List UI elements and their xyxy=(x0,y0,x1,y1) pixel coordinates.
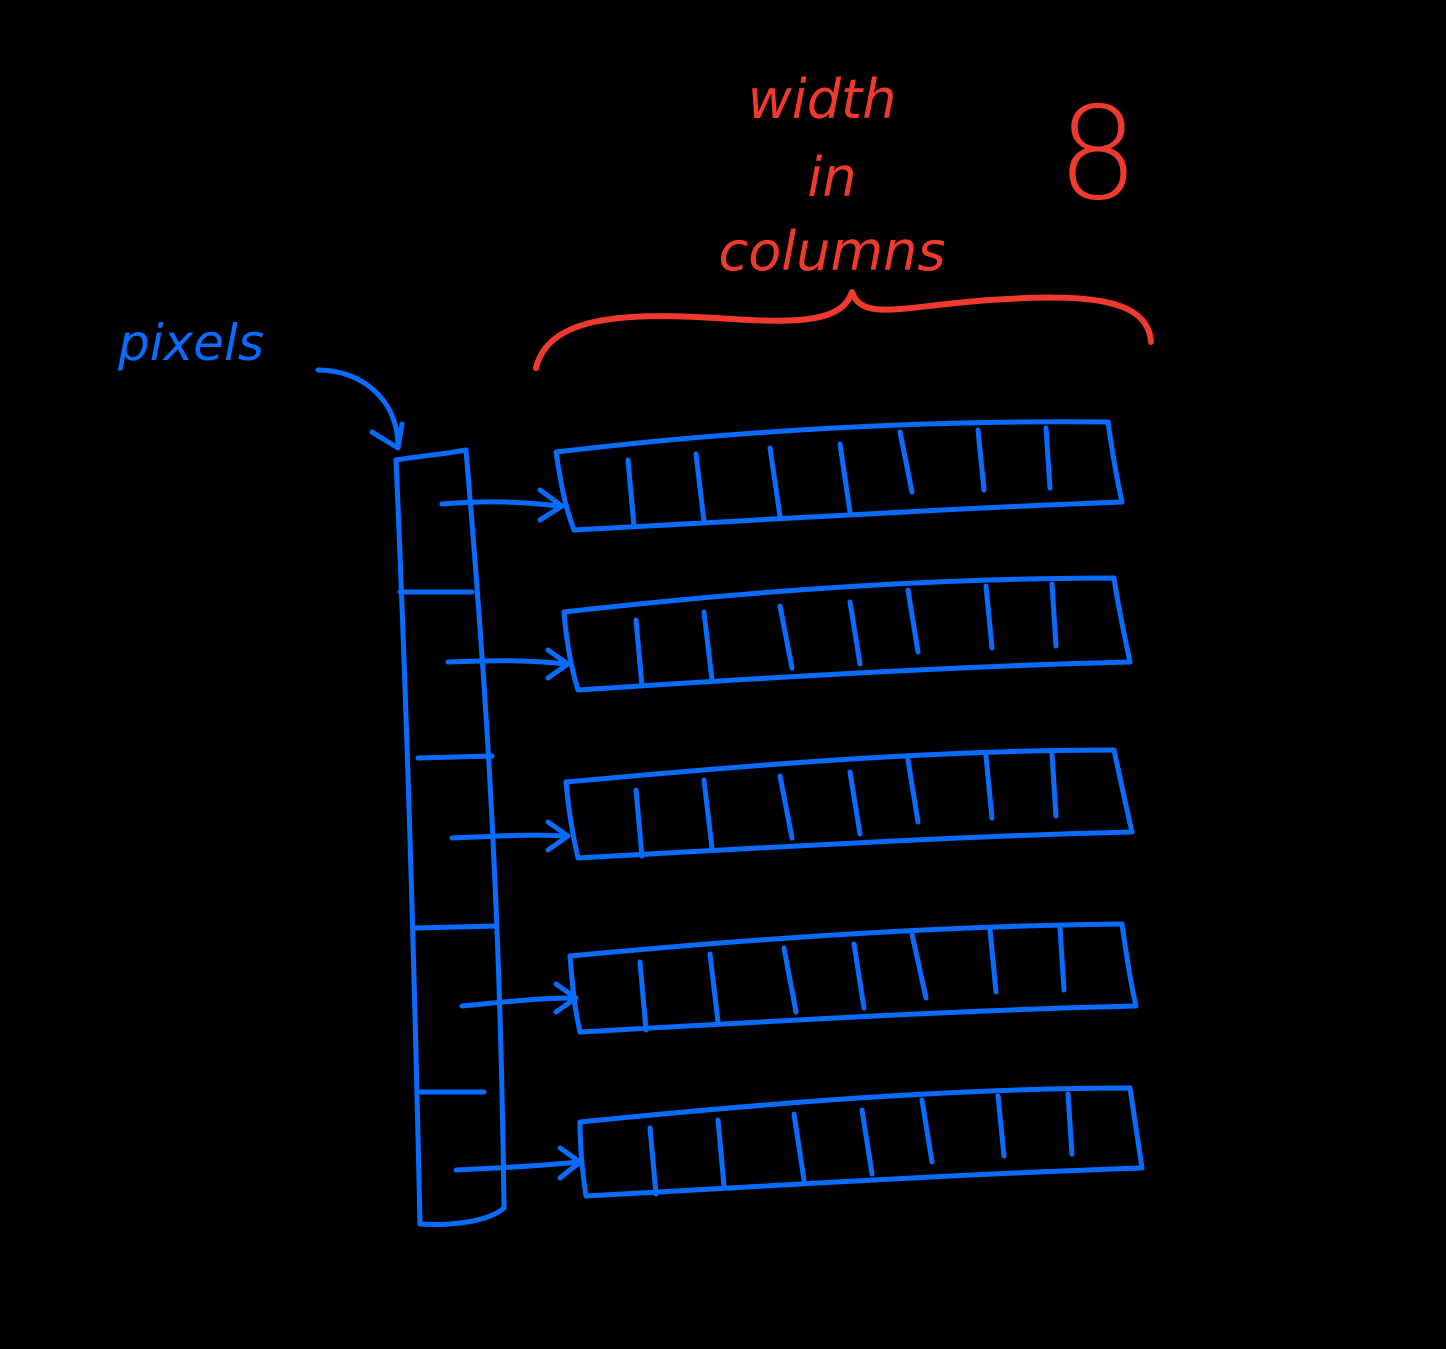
row-4 xyxy=(459,921,1139,1035)
row-3-cell-divider xyxy=(633,787,645,859)
width-brace xyxy=(533,289,1154,371)
row-1-pointer-arrowhead xyxy=(537,487,565,523)
row-2-pointer-arrow xyxy=(445,658,569,667)
row-5-pointer-arrow xyxy=(453,1159,581,1173)
row-2 xyxy=(445,575,1133,693)
row-4-cell-divider xyxy=(987,927,999,995)
row-3-cell-divider xyxy=(983,753,995,821)
row-4-cell-divider xyxy=(1057,925,1067,993)
row-4-cell-divider xyxy=(637,959,649,1033)
pixels-label: pixels xyxy=(117,314,264,372)
row-pointer-array-bottom-edge xyxy=(417,1205,507,1227)
row-5-cell-divider xyxy=(647,1125,659,1197)
row-2-cell-divider xyxy=(1049,581,1059,649)
width-annotation: width in columns 8 xyxy=(533,68,1154,371)
pixels-annotation: pixels xyxy=(117,314,405,451)
row-4-cell-divider xyxy=(851,941,867,1011)
row-3-pointer-arrowhead xyxy=(545,819,571,853)
row-5-pointer-arrowhead xyxy=(557,1145,583,1181)
width-label-line2: in xyxy=(807,146,856,209)
row-5-cell-divider xyxy=(995,1093,1007,1159)
row-2-cell-divider xyxy=(847,599,863,667)
width-value: 8 xyxy=(1057,80,1138,229)
width-label-line3: columns xyxy=(719,220,946,283)
row-2-cell-divider xyxy=(701,609,715,683)
row-3-outline xyxy=(563,747,1135,861)
row-4-outline xyxy=(567,921,1139,1035)
row-4-pointer-arrowhead xyxy=(553,981,579,1015)
row-5-cell-divider xyxy=(1065,1091,1075,1157)
row-3 xyxy=(449,747,1135,861)
row-2-pointer-arrowhead xyxy=(545,647,571,681)
row-3-cell-divider xyxy=(905,757,921,825)
row-pointer-divider xyxy=(413,923,499,931)
row-pointer-array xyxy=(393,447,507,1227)
row-2-cell-divider xyxy=(983,583,995,651)
row-1-cell-divider xyxy=(975,427,987,493)
row-5-cell-divider xyxy=(859,1107,875,1177)
row-5-outline xyxy=(577,1085,1145,1199)
row-2-cell-divider xyxy=(905,587,921,655)
row-3-cell-divider xyxy=(701,777,715,851)
row-1-outline xyxy=(553,419,1125,533)
row-3-cell-divider xyxy=(847,769,863,837)
row-pointer-array-left-edge xyxy=(393,457,423,1227)
row-2-cell-divider xyxy=(777,603,795,671)
row-1-cell-divider xyxy=(837,441,853,515)
row-pointer-divider xyxy=(415,753,495,761)
row-4-pointer-arrow xyxy=(459,995,577,1009)
width-label-line1: width xyxy=(748,68,897,131)
row-5-cell-divider xyxy=(919,1097,935,1165)
row-2-cell-divider xyxy=(633,617,645,689)
pixels-pointer-arrow xyxy=(315,367,401,449)
row-1 xyxy=(439,419,1125,533)
row-3-cell-divider xyxy=(777,773,795,841)
row-3-cell-divider xyxy=(1049,751,1059,819)
row-4-cell-divider xyxy=(707,951,721,1025)
row-4-cell-divider xyxy=(781,945,799,1015)
row-1-pointer-arrow xyxy=(439,499,563,509)
row-pointer-array-right-edge xyxy=(463,447,507,1211)
row-5-cell-divider xyxy=(791,1111,807,1183)
row-5-cell-divider xyxy=(715,1117,727,1189)
row-3-pointer-arrow xyxy=(449,832,569,841)
row-1-cell-divider xyxy=(693,451,707,525)
row-5 xyxy=(453,1085,1145,1199)
row-1-cell-divider xyxy=(625,457,637,529)
row-1-cell-divider xyxy=(767,445,783,519)
row-pointer-array-top-edge xyxy=(393,447,469,463)
row-1-cell-divider xyxy=(897,429,915,495)
row-4-cell-divider xyxy=(909,931,929,1001)
row-1-cell-divider xyxy=(1043,425,1053,491)
row-2-outline xyxy=(561,575,1133,693)
pixels-pointer-arrowhead xyxy=(369,421,405,451)
